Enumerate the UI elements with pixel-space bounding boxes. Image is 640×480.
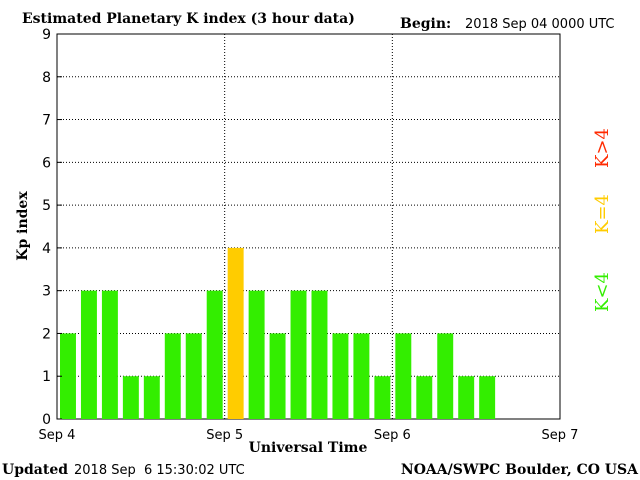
- kp-bar: [248, 290, 265, 419]
- y-tick-label: 1: [42, 369, 51, 385]
- kp-bar: [332, 333, 349, 419]
- x-tick-label: Sep 5: [206, 428, 243, 443]
- kp-bar: [101, 290, 118, 419]
- y-axis-label: Kp index: [15, 191, 31, 261]
- kp-bar: [353, 333, 370, 419]
- x-tick-label: Sep 7: [542, 428, 579, 443]
- y-tick-label: 0: [42, 412, 51, 428]
- y-tick-label: 9: [42, 27, 51, 43]
- kp-bar: [416, 376, 433, 419]
- x-tick-label: Sep 6: [374, 428, 411, 443]
- kp-bar: [185, 333, 202, 419]
- legend-k-below-4: K<4: [592, 272, 613, 312]
- y-tick-label: 6: [42, 155, 51, 171]
- kp-bar: [437, 333, 454, 419]
- x-axis-label: Universal Time: [249, 440, 368, 456]
- kp-bar: [290, 290, 307, 419]
- y-tick-label: 3: [42, 284, 51, 300]
- kp-bar: [395, 333, 412, 419]
- updated-label: Updated: [2, 462, 68, 478]
- kp-bar: [227, 247, 244, 419]
- kp-bar: [374, 376, 391, 419]
- begin-label: Begin:: [400, 16, 451, 32]
- kp-bar: [143, 376, 160, 419]
- kp-bar: [122, 376, 139, 419]
- begin-value: 2018 Sep 04 0000 UTC: [465, 17, 615, 32]
- legend-k-above-4: K>4: [592, 128, 613, 168]
- y-tick-label: 5: [42, 198, 51, 214]
- updated-value: 2018 Sep 6 15:30:02 UTC: [74, 463, 245, 478]
- credit-text: NOAA/SWPC Boulder, CO USA: [401, 462, 639, 478]
- gridlines: [57, 34, 560, 419]
- kp-bar: [311, 290, 328, 419]
- y-tick-label: 4: [42, 241, 51, 257]
- y-tick-label: 2: [42, 326, 51, 342]
- kp-bar: [206, 290, 223, 419]
- kp-bar: [60, 333, 76, 419]
- bars: [60, 247, 496, 419]
- plot-area: [56, 33, 561, 420]
- y-tick-label: 7: [42, 113, 51, 129]
- x-tick-label: Sep 4: [39, 428, 76, 443]
- kp-bar: [164, 333, 181, 419]
- kp-bar: [269, 333, 286, 419]
- kp-bar: [80, 290, 97, 419]
- kp-bar: [479, 376, 496, 419]
- x-tick-labels: Sep 4 Sep 5 Sep 6 Sep 7: [39, 428, 579, 443]
- y-tick-labels: 0 1 2 3 4 5 6 7 8 9: [42, 27, 62, 428]
- chart-title: Estimated Planetary K index (3 hour data…: [22, 11, 355, 27]
- legend-k-equal-4: K=4: [592, 194, 613, 234]
- y-tick-label: 8: [42, 70, 51, 86]
- kp-bar: [458, 376, 475, 419]
